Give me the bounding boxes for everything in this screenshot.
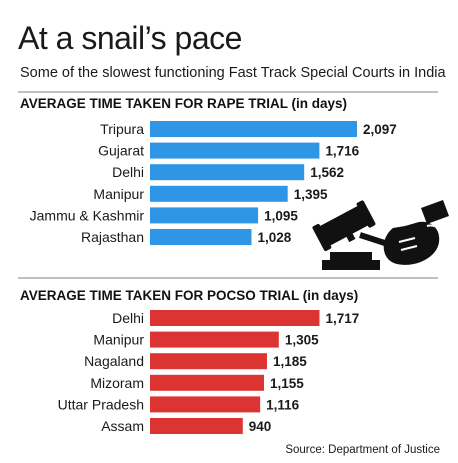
rape-value-label: 2,097 xyxy=(363,122,397,137)
chart-subtitle: Some of the slowest functioning Fast Tra… xyxy=(20,65,446,81)
section-divider xyxy=(18,277,438,279)
chart-title: At a snail’s pace xyxy=(18,20,242,56)
pocso-category-label: Mizoram xyxy=(90,375,144,391)
pocso-value-label: 1,155 xyxy=(270,376,304,391)
pocso-value-label: 1,185 xyxy=(273,354,307,369)
pocso-value-label: 1,717 xyxy=(325,311,359,326)
rape-bar xyxy=(150,185,288,202)
rape-bar xyxy=(150,164,305,181)
pocso-category-label: Assam xyxy=(101,418,144,434)
pocso-value-label: 1,116 xyxy=(266,397,300,412)
rape-bar xyxy=(150,142,320,159)
pocso-trial-heading: AVERAGE TIME TAKEN FOR POCSO TRIAL (in d… xyxy=(20,288,359,303)
pocso-category-label: Uttar Pradesh xyxy=(58,396,144,412)
pocso-value-label: 940 xyxy=(249,419,272,434)
rape-value-label: 1,095 xyxy=(264,208,298,223)
rape-trial-heading: AVERAGE TIME TAKEN FOR RAPE TRIAL (in da… xyxy=(20,96,348,111)
pocso-category-label: Manipur xyxy=(93,332,144,348)
rape-category-label: Gujarat xyxy=(98,143,144,159)
rape-value-label: 1,716 xyxy=(325,144,359,159)
rape-bar xyxy=(150,207,259,224)
source-note: Source: Department of Justice xyxy=(285,444,440,456)
pocso-bar xyxy=(150,353,267,370)
pocso-bar xyxy=(150,418,243,434)
rape-bar xyxy=(150,229,252,245)
pocso-bar xyxy=(150,310,320,326)
handcuffs-icon xyxy=(383,200,449,265)
pocso-value-label: 1,305 xyxy=(285,333,319,348)
rape-category-label: Jammu & Kashmir xyxy=(30,207,145,223)
rape-category-label: Rajasthan xyxy=(81,229,144,245)
rape-category-label: Tripura xyxy=(100,121,144,137)
rape-value-label: 1,395 xyxy=(294,187,328,202)
pocso-category-label: Nagaland xyxy=(84,353,144,369)
rape-trial-bars: Tripura 2,097 Gujarat 1,716 Delhi 1,562 Manipu… xyxy=(30,121,397,245)
rape-bar xyxy=(150,121,357,137)
pocso-category-label: Delhi xyxy=(112,310,144,326)
rape-value-label: 1,562 xyxy=(310,165,344,180)
pocso-bar xyxy=(150,331,279,348)
rape-category-label: Manipur xyxy=(93,186,144,202)
rape-category-label: Delhi xyxy=(112,164,144,180)
pocso-bar xyxy=(150,396,261,413)
rape-value-label: 1,028 xyxy=(257,230,291,245)
section-divider xyxy=(18,91,438,93)
pocso-trial-bars: Delhi 1,717 Manipur 1,305 Nagaland 1,185 Mizor… xyxy=(58,310,359,434)
pocso-bar xyxy=(150,374,265,391)
